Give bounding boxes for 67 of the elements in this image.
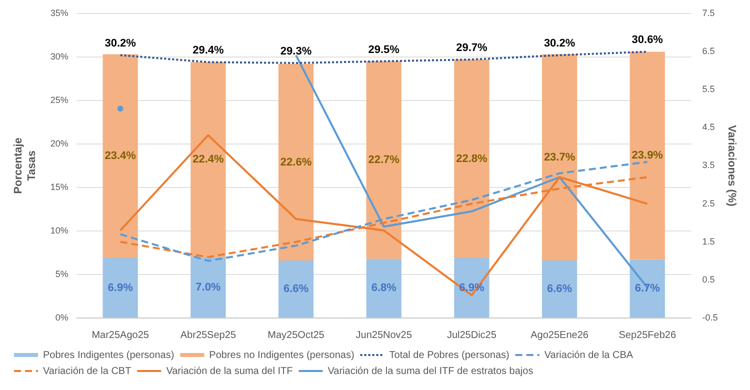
- bar: [630, 260, 665, 318]
- data-label: 30.6%: [632, 34, 664, 46]
- y2-tick-label: 4.5: [702, 122, 715, 132]
- legend-label: Pobres Indigentes (personas): [43, 350, 174, 361]
- legend-label: Variación de la CBA: [544, 350, 634, 361]
- bar: [190, 257, 226, 318]
- bar: [102, 258, 138, 318]
- x-tick-label: Mar25Ago25: [92, 330, 150, 341]
- data-label: 23.7%: [544, 151, 576, 164]
- y-tick-label: 25%: [50, 94, 68, 105]
- y2-tick-label: 7.5: [702, 8, 715, 18]
- bar: [102, 54, 138, 258]
- data-label: 29.7%: [456, 42, 488, 54]
- y2-tick-label: 5.5: [702, 84, 715, 94]
- data-label: 22.4%: [192, 154, 224, 166]
- data-label: 30.2%: [544, 38, 576, 50]
- y2-tick-label: 3.5: [702, 160, 715, 170]
- y2-tick-label: -0.5: [702, 312, 718, 322]
- legend-label: Total de Pobres (personas): [389, 350, 510, 361]
- legend-label: Variación de la suma del ITF de estratos bajos: [328, 366, 534, 377]
- data-label: 22.7%: [368, 154, 400, 166]
- x-tick-label: Jun25Nov25: [356, 330, 412, 341]
- x-tick-label: Abr25Sep25: [180, 330, 236, 341]
- y-tick-label: 5%: [55, 268, 68, 279]
- data-label: 6.7%: [634, 282, 660, 295]
- y2-axis-title: Variaciones (%): [725, 125, 738, 207]
- data-label: 6.6%: [546, 283, 572, 296]
- bar: [542, 54, 578, 261]
- x-tick-label: Sep25Feb26: [618, 330, 676, 341]
- data-label: 22.6%: [280, 156, 312, 168]
- data-label: 7.0%: [196, 281, 221, 294]
- bar: [542, 260, 578, 318]
- data-label: 23.9%: [632, 150, 664, 162]
- bar: [278, 64, 314, 261]
- legend-label: Pobres no Indigentes (personas): [209, 350, 354, 361]
- y-tick-label: 35%: [50, 8, 68, 18]
- y-tick-label: 0%: [55, 312, 68, 322]
- bar: [366, 61, 402, 259]
- data-label: 6.8%: [371, 282, 397, 294]
- y-tick-label: 20%: [50, 138, 68, 148]
- bar: [278, 260, 314, 318]
- y2-tick-label: 0.5: [702, 274, 715, 284]
- bar: [630, 52, 665, 260]
- data-label: 6.6%: [283, 283, 309, 296]
- data-label: 29.5%: [368, 44, 400, 56]
- data-label: 23.4%: [104, 150, 136, 162]
- bar: [454, 60, 490, 258]
- data-label: 29.3%: [280, 46, 312, 58]
- y-tick-label: 15%: [50, 182, 68, 192]
- bar: [454, 258, 490, 318]
- y-tick-label: 30%: [50, 51, 68, 62]
- y2-tick-label: 6.5: [702, 46, 715, 56]
- legend-label: Variación de la CBT: [43, 366, 132, 377]
- data-label: 30.2%: [104, 38, 136, 50]
- legend-label: Variación de la suma del ITF: [166, 366, 293, 377]
- y-tick-label: 10%: [50, 225, 68, 236]
- bar: [366, 258, 402, 318]
- x-tick-label: Ago25Ene26: [530, 330, 589, 341]
- x-tick-label: Jul25Dic25: [446, 330, 497, 341]
- x-tick-label: May25Oct25: [268, 330, 325, 341]
- bar: [190, 62, 226, 258]
- data-label: 22.8%: [456, 152, 488, 165]
- y2-tick-label: 2.5: [702, 198, 715, 208]
- y-axis-title: Porcentaje Tasas: [12, 138, 38, 194]
- y2-tick-label: 1.5: [702, 236, 715, 246]
- data-label: 29.4%: [192, 44, 224, 57]
- data-label: 6.9%: [108, 282, 134, 294]
